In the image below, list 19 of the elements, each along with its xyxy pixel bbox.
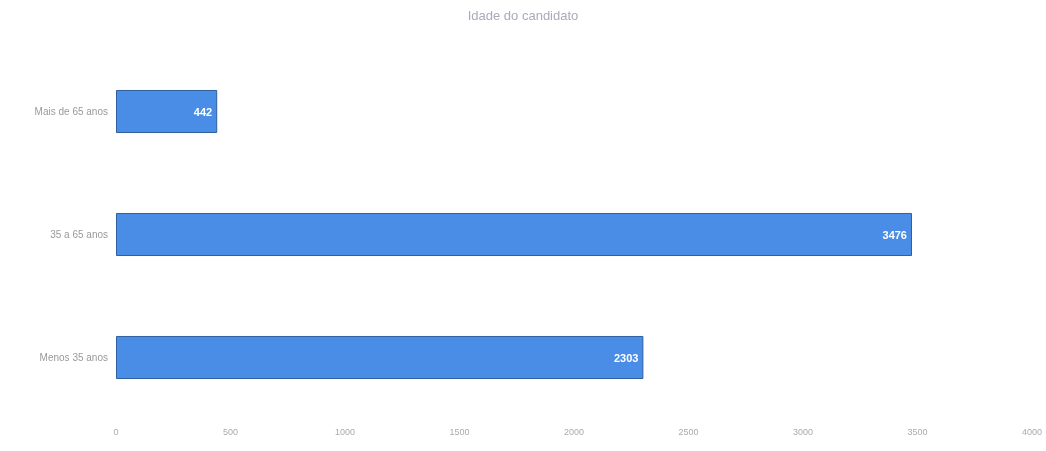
x-tick-label: 0 — [113, 426, 119, 437]
y-tick-label: Mais de 65 anos — [34, 106, 108, 117]
bar — [116, 89, 218, 134]
y-tick-label: 35 a 65 anos — [50, 229, 108, 240]
x-tick-label: 3500 — [907, 426, 928, 437]
x-tick-label: 2500 — [678, 426, 699, 437]
x-tick-label: 1500 — [449, 426, 470, 437]
data-label: 442 — [193, 105, 213, 118]
bar — [116, 212, 912, 257]
x-tick-label: 1000 — [334, 426, 356, 437]
x-tick-label: 3000 — [792, 426, 814, 437]
y-tick-label: Menos 35 anos — [39, 352, 108, 363]
data-label: 2303 — [613, 351, 639, 364]
data-label: 3476 — [882, 228, 907, 241]
chart-title: Idade do candidato — [467, 8, 579, 23]
bar — [116, 335, 644, 380]
x-tick-label: 500 — [222, 426, 239, 437]
x-tick-label: 2000 — [563, 426, 585, 437]
x-tick-label: 4000 — [1021, 426, 1043, 437]
